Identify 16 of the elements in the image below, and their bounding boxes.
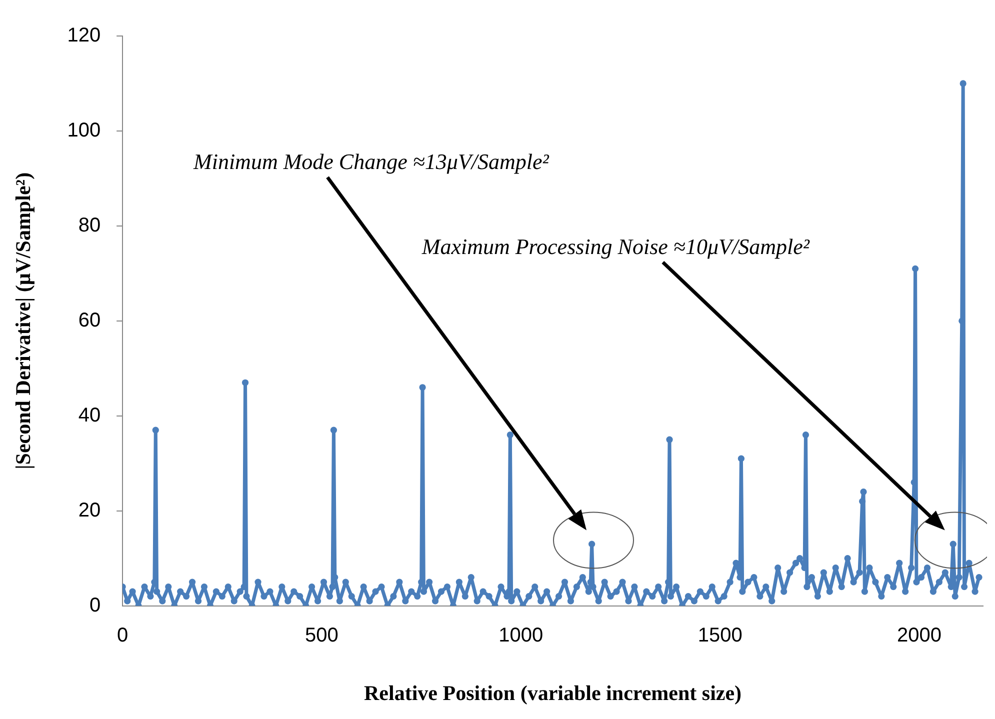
x-tick-label: 1000 [498,624,544,646]
x-tick-label: 0 [117,624,128,646]
y-tick-label: 100 [67,119,101,142]
annotation: Maximum Processing Noise ≈10μV/Sample² [422,234,810,260]
y-tick-label: 120 [67,24,101,47]
x-axis-title: Relative Position (variable increment size) [364,680,742,705]
x-tick-label: 1500 [698,624,742,646]
y-tick-label: 60 [78,309,101,332]
x-tick-label: 500 [305,624,338,646]
y-tick-label: 80 [78,214,101,236]
y-axis-title: |Second Derivative| (μV/Sample²) [11,172,36,470]
y-tick-label: 40 [78,404,101,426]
y-tick-label: 0 [89,594,101,616]
annotation: Minimum Mode Change ≈13μV/Sample² [194,149,549,176]
x-tick-label: 2000 [897,624,942,646]
y-tick-label: 20 [78,499,101,522]
